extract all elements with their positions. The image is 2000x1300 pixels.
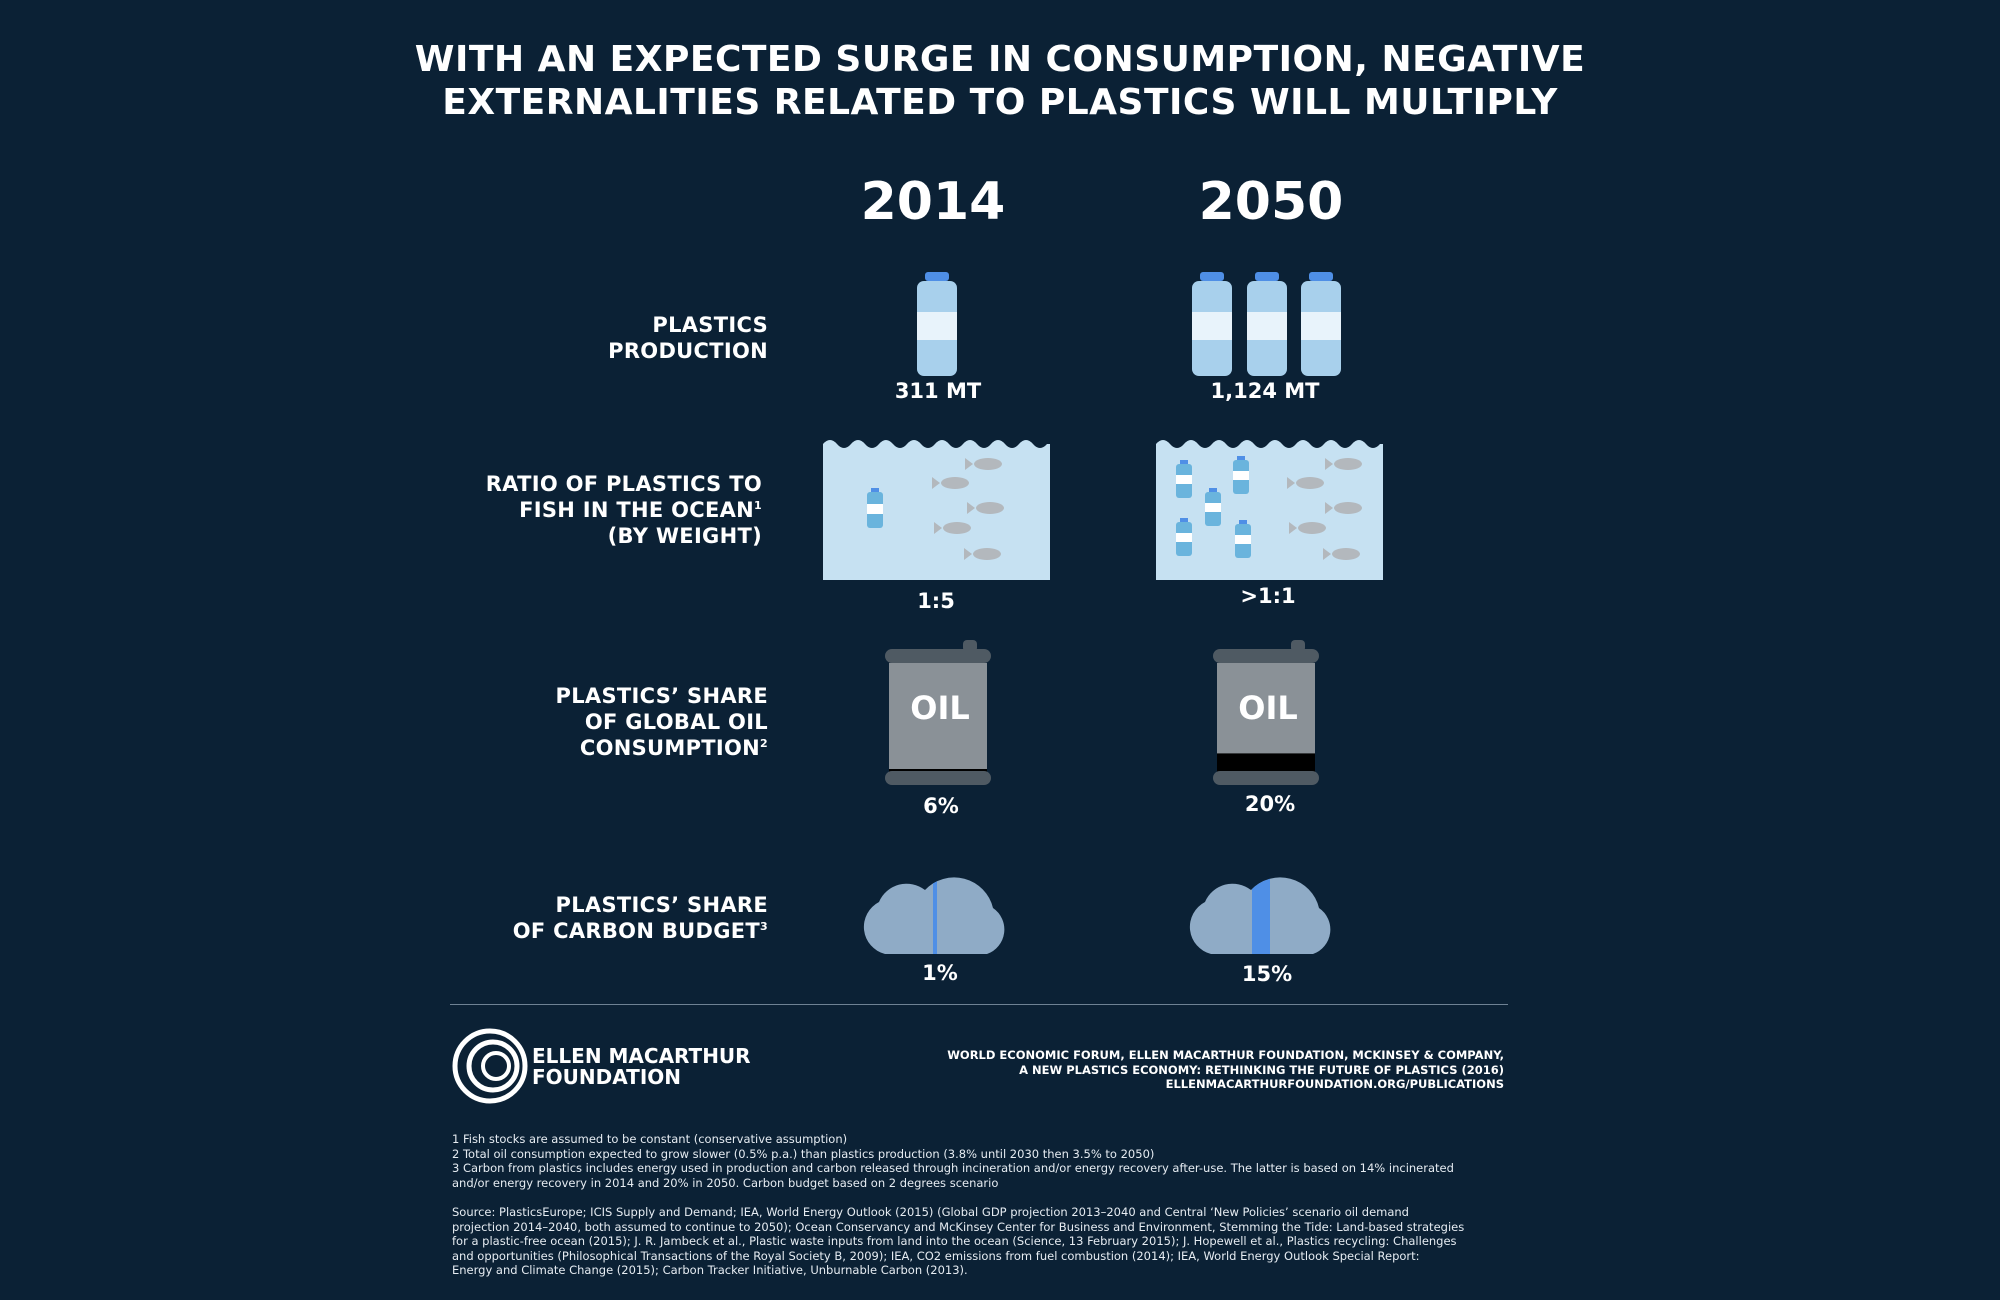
citation-line: A NEW PLASTICS ECONOMY: RETHINKING THE F… [1019,1062,1504,1077]
source-line: Energy and Climate Change (2015); Carbon… [452,1263,968,1277]
barrel-rim [885,771,991,785]
label-line: CONSUMPTION [579,736,761,760]
label-line: RATIO OF PLASTICS TO [485,472,762,496]
label-line: PLASTICS [652,313,768,337]
fish-icon [965,458,1002,470]
carbon-value-2014: 1% [922,961,958,985]
year-header-2050: 2050 [1198,172,1344,232]
oil-value-2050: 20% [1244,792,1296,816]
label-line: (BY WEIGHT) [607,524,762,548]
barrel-rim [1213,771,1319,785]
footnote-mark-3: 3 [760,920,768,933]
footnote: and/or energy recovery in 2014 and 20% i… [452,1175,999,1190]
oil-barrel-2050: OIL [1213,640,1319,785]
oil-value-2014: 6% [923,794,959,818]
bottle-icon [917,272,957,376]
org-name-line: FOUNDATION [532,1065,681,1089]
source-line: and opportunities (Philosophical Transac… [452,1248,1420,1263]
carbon-cloud-2014 [863,877,1005,954]
fish-icon [932,477,969,489]
source-line: Source: PlasticsEurope; ICIS Supply and … [452,1205,1409,1219]
fish-icon [1325,502,1362,514]
organization-name: ELLEN MACARTHUR FOUNDATION [532,1046,751,1088]
barrel-rim [1213,649,1319,663]
citation: WORLD ECONOMIC FORUM, ELLEN MACARTHUR FO… [804,1048,1504,1092]
concentric-circles-logo-icon [452,1028,528,1104]
label-line: OF GLOBAL OIL [584,710,768,734]
bottle-icon [867,488,883,528]
section-divider [450,1004,1508,1005]
bottle-icon [1192,272,1232,376]
label-line: PRODUCTION [608,339,768,363]
footnote: 1 Fish stocks are assumed to be constant… [452,1132,848,1146]
org-name-line: ELLEN MACARTHUR [532,1044,751,1068]
carbon-cloud-2050 [1189,877,1331,954]
production-value-2014: 311 MT [894,379,982,403]
bottle-icon [1235,520,1251,558]
footnote-mark-1: 1 [754,499,762,512]
barrel-label: OIL [910,689,970,727]
fish-icon [1287,477,1324,489]
source-line: for a plastic-free ocean (2015); J. R. J… [452,1234,1457,1248]
oil-barrel-2014: OIL [885,640,991,785]
oil-share-fill [1217,753,1315,776]
bottle-icon [1176,518,1192,556]
label-line: FISH IN THE OCEAN [519,498,755,522]
barrel-rim [885,649,991,663]
row-label-oil: PLASTICS’ SHARE OF GLOBAL OIL CONSUMPTIO… [448,683,768,761]
label-line: PLASTICS’ SHARE [555,684,768,708]
fish-icon [1325,458,1362,470]
footnote: 3 Carbon from plastics includes energy u… [452,1161,1454,1175]
source-line: projection 2014–2040, both assumed to co… [452,1219,1465,1234]
title-line-2: EXTERNALITIES RELATED TO PLASTICS WILL M… [442,82,1558,123]
fish-icon [1289,522,1326,534]
ratio-value-2050: >1:1 [1240,584,1296,608]
footnotes: 1 Fish stocks are assumed to be constant… [452,1132,1492,1190]
row-label-ratio: RATIO OF PLASTICS TO FISH IN THE OCEAN1 … [442,471,762,549]
barrel-body [889,663,987,776]
production-value-2050: 1,124 MT [1210,379,1320,403]
fish-icon [934,522,971,534]
label-line: OF CARBON BUDGET [512,919,761,943]
footnote-mark-2: 2 [760,737,768,750]
fish-icon [967,502,1004,514]
bottle-icon [1247,272,1287,376]
row-label-carbon: PLASTICS’ SHARE OF CARBON BUDGET3 [448,892,768,944]
ocean-panel-2050 [1156,440,1383,580]
main-title: WITH AN EXPECTED SURGE IN CONSUMPTION, N… [0,38,2000,124]
ocean-panel-2014 [823,440,1050,580]
fish-icon [1323,548,1360,560]
bottle-icon [1233,456,1249,494]
fish-icon [964,548,1001,560]
ratio-value-2014: 1:5 [917,589,955,613]
label-line: PLASTICS’ SHARE [555,893,768,917]
row-label-production: PLASTICS PRODUCTION [448,312,768,364]
carbon-value-2050: 15% [1241,962,1293,986]
bottle-icon [1205,488,1221,526]
footnote: 2 Total oil consumption expected to grow… [452,1146,1155,1161]
carbon-share-bar [1252,877,1270,954]
citation-url: ELLENMACARTHURFOUNDATION.ORG/PUBLICATION… [1165,1077,1504,1091]
citation-line: WORLD ECONOMIC FORUM, ELLEN MACARTHUR FO… [947,1048,1504,1062]
year-header-2014: 2014 [860,172,1006,232]
bottle-icon [1301,272,1341,376]
barrel-label: OIL [1238,689,1298,727]
title-line-1: WITH AN EXPECTED SURGE IN CONSUMPTION, N… [414,39,1586,80]
carbon-share-bar [933,877,937,954]
bottle-icon [1176,460,1192,498]
source-notes: Source: PlasticsEurope; ICIS Supply and … [452,1205,1492,1278]
